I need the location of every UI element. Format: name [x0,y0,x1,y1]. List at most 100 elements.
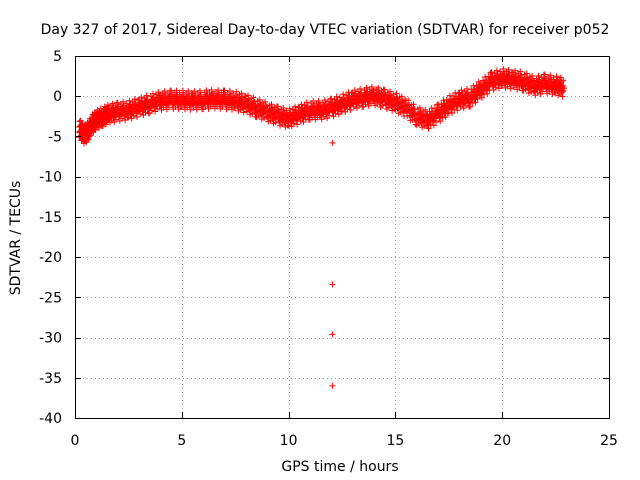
data-point [240,109,247,116]
data-point [478,94,485,101]
data-point [303,99,310,106]
data-point [262,98,269,105]
y-tick-label: -20 [39,250,62,266]
data-point [310,98,317,105]
data-point [99,122,106,129]
data-point [358,89,365,96]
data-point [256,96,263,103]
grid-lines [75,56,609,418]
data-point [298,101,305,108]
data-point [484,90,491,97]
data-point [123,100,130,107]
data-point [133,113,140,120]
data-point [114,99,121,106]
data-point [283,107,290,114]
data-point [131,96,138,103]
data-point [144,96,151,103]
data-point [168,87,175,94]
data-point [198,91,205,98]
data-point [488,69,495,76]
data-point [221,87,228,94]
data-point [203,87,210,94]
data-point [431,115,438,122]
data-point [416,104,423,111]
x-tick-label: 15 [386,433,404,449]
data-point [97,105,104,112]
x-tick-label: 25 [600,433,618,449]
data-point [173,87,180,94]
data-point [512,67,519,74]
data-point [357,85,364,92]
data-point [432,119,439,126]
data-point [120,98,127,105]
y-tick-label: -5 [48,129,62,145]
y-tick-label: -25 [39,290,62,306]
data-point [497,68,504,75]
data-point [381,86,388,93]
data-point [458,87,465,94]
y-tick-label: -40 [39,411,62,427]
data-point [390,91,397,98]
data-point [215,87,222,94]
data-point [294,121,301,128]
axis-ticks: 0 5 10 15 20 25 -40 -35 -30 -25 -20 -15 -10 -5 0 5 [39,49,618,449]
data-point [405,97,412,104]
data-point [347,106,354,113]
chart-title: Day 327 of 2017, Sidereal Day-to-day VTE… [41,22,610,38]
outlier-point [329,331,336,338]
data-point [393,90,400,97]
data-point [535,72,542,79]
outlier-point [329,139,336,146]
data-point [467,103,474,110]
data-point [274,103,281,110]
data-point [251,98,258,105]
data-point [523,70,530,77]
data-point [230,90,237,97]
data-point [304,102,311,109]
data-point [340,91,347,98]
data-point [165,104,172,111]
data-point [102,121,109,128]
data-point [517,68,524,75]
data-point [507,85,514,92]
data-point [398,93,405,100]
outlier-point [329,382,336,389]
data-point [138,94,145,101]
data-point [557,74,564,81]
y-tick-label: 0 [53,89,62,105]
data-point [85,136,92,143]
data-point [155,89,162,96]
data-point [363,84,370,91]
data-point [437,118,444,125]
data-point [493,67,500,74]
x-axis-label: GPS time / hours [281,459,398,475]
data-point [518,72,525,79]
data-point [455,90,462,97]
data-point [547,72,554,79]
data-point [529,72,536,79]
data-point [559,93,566,100]
data-point [185,88,192,95]
y-axis-label: SDTVAR / TECUs [8,181,24,296]
y-tick-label: -35 [39,371,62,387]
data-point [379,102,386,109]
data-point [505,66,512,73]
data-point [219,103,226,110]
data-point [245,92,252,99]
data-point [368,83,375,90]
data-point [161,88,168,95]
data-point [268,101,275,108]
data-point [333,93,340,100]
data-point [561,85,568,92]
data-point [233,88,240,95]
data-point [410,101,417,108]
data-point [208,86,215,93]
data-point [474,96,481,103]
data-point [149,90,156,97]
data-point [143,92,150,99]
data-point [176,89,183,96]
data-point [454,107,461,114]
data-point [191,88,198,95]
y-tick-label: -30 [39,331,62,347]
